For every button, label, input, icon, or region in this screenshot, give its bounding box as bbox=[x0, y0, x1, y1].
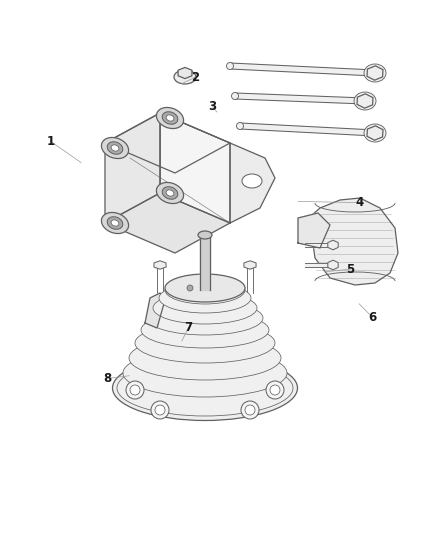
Ellipse shape bbox=[135, 323, 275, 363]
Ellipse shape bbox=[111, 220, 119, 226]
Text: 8: 8 bbox=[103, 372, 111, 385]
Text: 1: 1 bbox=[46, 135, 54, 148]
Ellipse shape bbox=[162, 112, 178, 124]
Ellipse shape bbox=[141, 312, 269, 348]
Ellipse shape bbox=[123, 349, 287, 397]
Polygon shape bbox=[305, 243, 333, 247]
Polygon shape bbox=[244, 261, 256, 269]
Polygon shape bbox=[310, 198, 398, 285]
Circle shape bbox=[187, 285, 193, 291]
Ellipse shape bbox=[147, 301, 263, 335]
Text: 2: 2 bbox=[191, 71, 199, 84]
Ellipse shape bbox=[166, 115, 174, 121]
Polygon shape bbox=[154, 261, 166, 269]
Ellipse shape bbox=[174, 70, 196, 84]
Ellipse shape bbox=[117, 360, 293, 416]
Circle shape bbox=[126, 381, 144, 399]
Ellipse shape bbox=[159, 283, 251, 313]
Circle shape bbox=[245, 405, 255, 415]
Ellipse shape bbox=[198, 231, 212, 239]
Ellipse shape bbox=[364, 64, 386, 82]
Ellipse shape bbox=[162, 187, 178, 199]
Text: 7: 7 bbox=[184, 321, 192, 334]
Ellipse shape bbox=[153, 292, 257, 324]
Polygon shape bbox=[298, 213, 330, 248]
Ellipse shape bbox=[166, 190, 174, 196]
Ellipse shape bbox=[156, 108, 184, 128]
Ellipse shape bbox=[102, 213, 129, 233]
Polygon shape bbox=[367, 126, 383, 140]
Polygon shape bbox=[230, 63, 375, 76]
Circle shape bbox=[130, 385, 140, 395]
Circle shape bbox=[151, 401, 169, 419]
Circle shape bbox=[226, 62, 233, 69]
Ellipse shape bbox=[113, 356, 297, 421]
Polygon shape bbox=[160, 113, 230, 223]
Ellipse shape bbox=[107, 217, 123, 229]
Ellipse shape bbox=[111, 145, 119, 151]
Polygon shape bbox=[145, 293, 165, 328]
Polygon shape bbox=[328, 240, 338, 250]
Polygon shape bbox=[305, 263, 333, 267]
Circle shape bbox=[266, 381, 284, 399]
Text: 6: 6 bbox=[368, 311, 376, 324]
Circle shape bbox=[232, 93, 239, 100]
Circle shape bbox=[237, 123, 244, 130]
Polygon shape bbox=[105, 113, 230, 173]
Ellipse shape bbox=[165, 276, 245, 304]
Polygon shape bbox=[357, 94, 373, 108]
Polygon shape bbox=[105, 193, 230, 253]
Polygon shape bbox=[367, 66, 383, 80]
Polygon shape bbox=[230, 143, 275, 223]
Text: 4: 4 bbox=[355, 196, 363, 209]
Circle shape bbox=[270, 385, 280, 395]
Ellipse shape bbox=[102, 138, 129, 158]
Polygon shape bbox=[178, 67, 192, 78]
Polygon shape bbox=[105, 113, 160, 223]
Text: 3: 3 bbox=[208, 100, 216, 113]
Ellipse shape bbox=[354, 92, 376, 110]
Polygon shape bbox=[328, 260, 338, 270]
Polygon shape bbox=[200, 235, 210, 290]
Circle shape bbox=[241, 401, 259, 419]
Ellipse shape bbox=[107, 142, 123, 154]
Ellipse shape bbox=[165, 274, 245, 302]
Polygon shape bbox=[235, 93, 365, 104]
Ellipse shape bbox=[156, 182, 184, 204]
Ellipse shape bbox=[242, 174, 262, 188]
Polygon shape bbox=[240, 123, 375, 136]
Text: 5: 5 bbox=[346, 263, 354, 276]
Circle shape bbox=[155, 405, 165, 415]
Ellipse shape bbox=[364, 124, 386, 142]
Ellipse shape bbox=[129, 336, 281, 380]
